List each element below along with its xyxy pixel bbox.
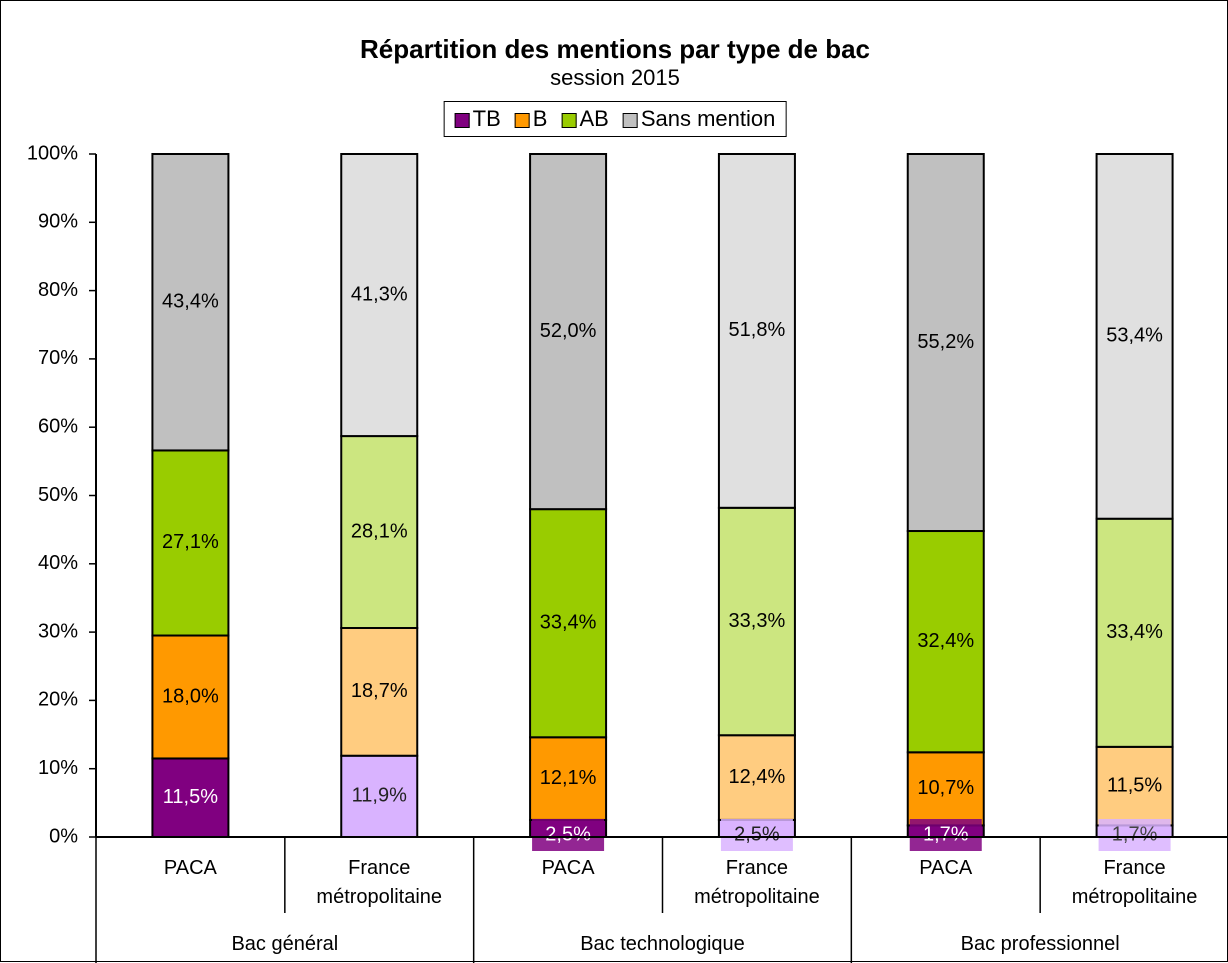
bar-segment — [340, 153, 419, 438]
data-label: 55,2% — [917, 331, 974, 353]
data-label: 32,4% — [917, 630, 974, 652]
data-label: 11,9% — [352, 785, 407, 807]
x-tick-label: PACA — [163, 857, 217, 879]
legend-item: Sans mention — [622, 106, 776, 132]
legend: TB B AB Sans mention — [443, 101, 787, 137]
bar-segment — [717, 153, 796, 509]
data-label-box — [1098, 819, 1171, 851]
group-label: Bac professionnel — [960, 933, 1120, 955]
legend-swatch — [561, 112, 577, 128]
y-tick-label: 0% — [49, 825, 78, 847]
group-label: Bac général — [231, 933, 339, 955]
data-label: 18,0% — [162, 685, 219, 707]
legend-item: AB — [561, 106, 609, 132]
data-label: 12,4% — [729, 766, 786, 788]
y-tick-label: 70% — [38, 347, 78, 369]
data-label: 51,8% — [729, 319, 786, 341]
data-label: 33,4% — [540, 612, 597, 634]
x-tick-label: France métropolitaine — [694, 857, 820, 908]
y-tick-label: 80% — [38, 279, 78, 301]
data-label: 41,3% — [351, 283, 408, 305]
data-label-box — [720, 819, 793, 851]
data-label: 43,4% — [162, 290, 219, 312]
y-tick-label: 40% — [38, 552, 78, 574]
bar-segment — [151, 153, 230, 452]
y-tick-label: 10% — [38, 757, 78, 779]
bar-segment — [151, 634, 230, 760]
data-label: 2,5% — [734, 823, 780, 845]
data-label: 12,1% — [540, 767, 597, 789]
legend-label: B — [532, 106, 548, 131]
bar-segment — [1095, 517, 1174, 748]
x-tick-label: France métropolitaine — [316, 857, 443, 908]
legend-label: Sans mention — [640, 106, 776, 131]
data-label: 2,5% — [545, 823, 591, 845]
y-tick-label: 50% — [38, 484, 78, 506]
bar-segment — [906, 751, 985, 827]
data-label: 33,4% — [1106, 621, 1163, 643]
group-label: Bac technologique — [580, 933, 745, 955]
data-label: 28,1% — [351, 520, 408, 542]
bar-segment — [529, 736, 608, 821]
y-tick-label: 30% — [38, 620, 78, 642]
data-label-box — [909, 819, 982, 851]
bar-segment — [906, 153, 985, 533]
data-label: 53,4% — [1106, 325, 1163, 347]
bar-segment — [1095, 153, 1174, 520]
bar-segment — [151, 757, 230, 839]
x-tick-label: PACA — [919, 857, 973, 879]
bar-segment — [529, 153, 608, 511]
data-label: 1,7% — [923, 823, 969, 845]
data-label: 27,1% — [162, 531, 219, 553]
bar-segment — [717, 734, 796, 821]
chart-title: Répartition des mentions par type de bac — [360, 34, 870, 64]
data-label: 1,7% — [1112, 823, 1158, 845]
x-tick-label: France métropolitaine — [1071, 857, 1198, 908]
bar-segment — [151, 449, 230, 637]
data-label: 11,5% — [163, 786, 218, 808]
legend-label: AB — [579, 106, 609, 131]
data-label: 52,0% — [540, 320, 597, 342]
y-tick-label: 20% — [38, 689, 78, 711]
bar-segment — [717, 506, 796, 737]
data-label: 10,7% — [917, 777, 974, 799]
legend-swatch — [454, 112, 470, 128]
data-label: 18,7% — [351, 680, 408, 702]
bar-segment — [1095, 745, 1174, 827]
legend-item: B — [514, 106, 548, 132]
data-label: 33,3% — [729, 610, 786, 632]
data-label-box — [532, 819, 605, 851]
bar-segment — [529, 508, 608, 739]
chart-subtitle: session 2015 — [550, 65, 680, 90]
y-tick-label: 100% — [27, 142, 78, 164]
legend-item: TB — [454, 106, 501, 132]
legend-label: TB — [472, 106, 501, 131]
data-label: 11,5% — [1107, 774, 1162, 796]
bar-segment — [340, 754, 419, 839]
x-tick-label: PACA — [541, 857, 595, 879]
y-tick-label: 90% — [38, 211, 78, 233]
y-tick-label: 60% — [38, 415, 78, 437]
legend-swatch — [514, 112, 530, 128]
legend-swatch — [622, 112, 638, 128]
